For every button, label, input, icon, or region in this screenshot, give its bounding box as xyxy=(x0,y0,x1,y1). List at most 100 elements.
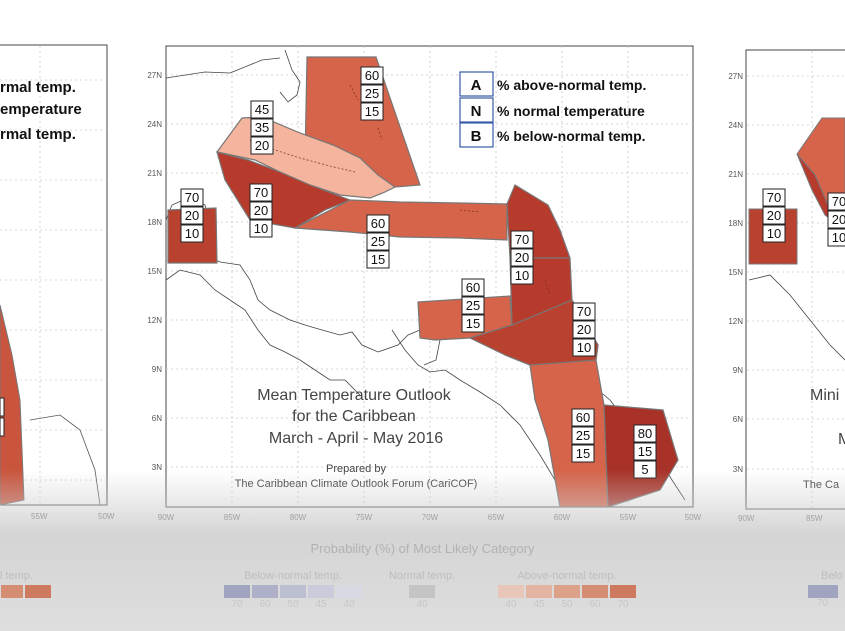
legend-below-normal: Below-normal temp. 70 60 50 45 40 xyxy=(218,570,368,610)
prob-value: 20 xyxy=(254,203,268,218)
right-lat-label: 21N xyxy=(728,170,743,179)
prob-cell xyxy=(572,320,596,339)
right-lon-label-1: 90W xyxy=(738,514,755,523)
legend-swatch xyxy=(308,585,334,598)
prob-cell xyxy=(180,188,204,207)
prob-value: 25 xyxy=(371,234,385,249)
legend-right-partial-tick: 70 xyxy=(817,598,829,609)
right-lat-label: 15N xyxy=(728,268,743,277)
prob-box-windward: 70 20 10 xyxy=(572,302,596,357)
lat-label: 15N xyxy=(147,267,162,276)
legend-below-ticks: 70 60 50 45 40 xyxy=(218,599,368,610)
prob-cell xyxy=(762,206,786,225)
map-title-line-3: March - April - May 2016 xyxy=(269,430,443,447)
legend-tick: 60 xyxy=(259,599,271,610)
probability-box-groups: 70 20 10 45 35 20 70 20 10 60 25 15 60 25 15 70 20 1… xyxy=(180,66,657,479)
right-lat-label: 3N xyxy=(733,465,743,474)
key-letter-normal: N xyxy=(471,103,482,120)
lon-label: 80W xyxy=(290,513,307,522)
lon-label: 60W xyxy=(554,513,571,522)
legend-swatch xyxy=(409,585,435,598)
prob-cell xyxy=(633,424,657,443)
prob-box-guyana: 60 25 15 xyxy=(571,408,595,463)
legend-tick: 40 xyxy=(416,599,428,610)
legend-swatch xyxy=(582,585,608,598)
prob-cell xyxy=(572,338,596,357)
prob-value: 10 xyxy=(515,268,529,283)
lon-label: 50W xyxy=(685,513,702,522)
lat-label: 9N xyxy=(152,365,162,374)
prob-value: 20 xyxy=(515,250,529,265)
prob-value: 35 xyxy=(255,120,269,135)
legend-left-partial-label: l temp. xyxy=(0,570,34,582)
right-partial-text-3: The Ca xyxy=(803,479,840,491)
left-key-line-2: emperature xyxy=(0,101,82,118)
key-text-below: % below-normal temp. xyxy=(497,128,646,144)
prob-box-hispaniola: 60 25 15 xyxy=(366,214,390,269)
right-partial-text-1: Mini xyxy=(810,387,839,404)
legend-tick: 70 xyxy=(617,599,629,610)
prob-cell xyxy=(249,201,273,220)
prob-cell xyxy=(250,136,274,155)
prob-value: 20 xyxy=(832,212,845,227)
right-lat-label: 18N xyxy=(728,219,743,228)
prob-box-bahamas: 60 25 15 xyxy=(360,66,384,121)
probability-legend-title: Probability (%) of Most Likely Category xyxy=(310,541,535,556)
key-text-above: % above-normal temp. xyxy=(497,77,646,93)
lon-label: 90W xyxy=(158,513,175,522)
prob-value: 15 xyxy=(365,104,379,119)
prob-value: 10 xyxy=(254,221,268,236)
left-lon-label: 55W xyxy=(31,512,48,521)
key-row-normal: N % normal temperature xyxy=(459,97,645,123)
legend-tick: 45 xyxy=(533,599,545,610)
legend-tick: 50 xyxy=(561,599,573,610)
prob-cell xyxy=(762,188,786,207)
right-coastline xyxy=(748,274,845,361)
prob-box-belize: 70 20 10 xyxy=(180,188,204,243)
prob-value: 60 xyxy=(576,410,590,425)
lat-label: 27N xyxy=(147,71,162,80)
prob-cell xyxy=(366,250,390,269)
prob-value: 20 xyxy=(767,208,781,223)
prob-value: 15 xyxy=(638,444,652,459)
right-probability-boxes: 70 20 10 70 20 10 xyxy=(762,188,845,247)
legend-tick: 45 xyxy=(315,599,327,610)
right-lat-label: 24N xyxy=(728,121,743,130)
prob-value: 10 xyxy=(577,340,591,355)
prob-cell xyxy=(762,224,786,243)
lat-label: 6N xyxy=(152,414,162,423)
lat-label: 21N xyxy=(147,169,162,178)
longitude-labels: 90W 85W 80W 75W 70W 65W 60W 55W 50W xyxy=(158,513,702,522)
prob-value: 15 xyxy=(576,446,590,461)
legend-tick: 50 xyxy=(287,599,299,610)
prob-cell xyxy=(827,192,845,211)
prob-cell xyxy=(571,426,595,445)
prob-box-leeward: 70 20 10 xyxy=(510,230,534,285)
legend-swatch xyxy=(280,585,306,598)
left-region-shape xyxy=(0,304,25,506)
prob-cell xyxy=(827,210,845,229)
prob-value: 25 xyxy=(365,86,379,101)
legend-tick: 40 xyxy=(505,599,517,610)
main-map-panel: A % above-normal temp. N % normal temper… xyxy=(147,45,702,522)
prob-cell xyxy=(180,206,204,225)
legend-right-partial: Belo 70 xyxy=(808,570,844,609)
prob-box-abc: 60 25 15 xyxy=(461,278,485,333)
legend-normal-swatches xyxy=(386,585,458,598)
map-title-line-2: for the Caribbean xyxy=(292,408,416,425)
prob-cell xyxy=(250,100,274,119)
legend-above-ticks: 40 45 50 60 70 xyxy=(492,599,642,610)
prob-box-cuba: 45 35 20 xyxy=(250,100,274,155)
key-text-normal: % normal temperature xyxy=(497,103,645,119)
legend-tick: 70 xyxy=(231,599,243,610)
prob-cell xyxy=(510,230,534,249)
prob-value: 10 xyxy=(832,230,845,245)
prob-value: 70 xyxy=(185,190,199,205)
prob-cell xyxy=(571,408,595,427)
legend-above-swatches xyxy=(492,585,642,598)
legend-swatch xyxy=(224,585,250,598)
prob-value: 70 xyxy=(832,194,845,209)
prob-cell xyxy=(360,102,384,121)
prob-cell xyxy=(250,118,274,137)
legend-right-partial-label: Belo xyxy=(821,570,844,582)
